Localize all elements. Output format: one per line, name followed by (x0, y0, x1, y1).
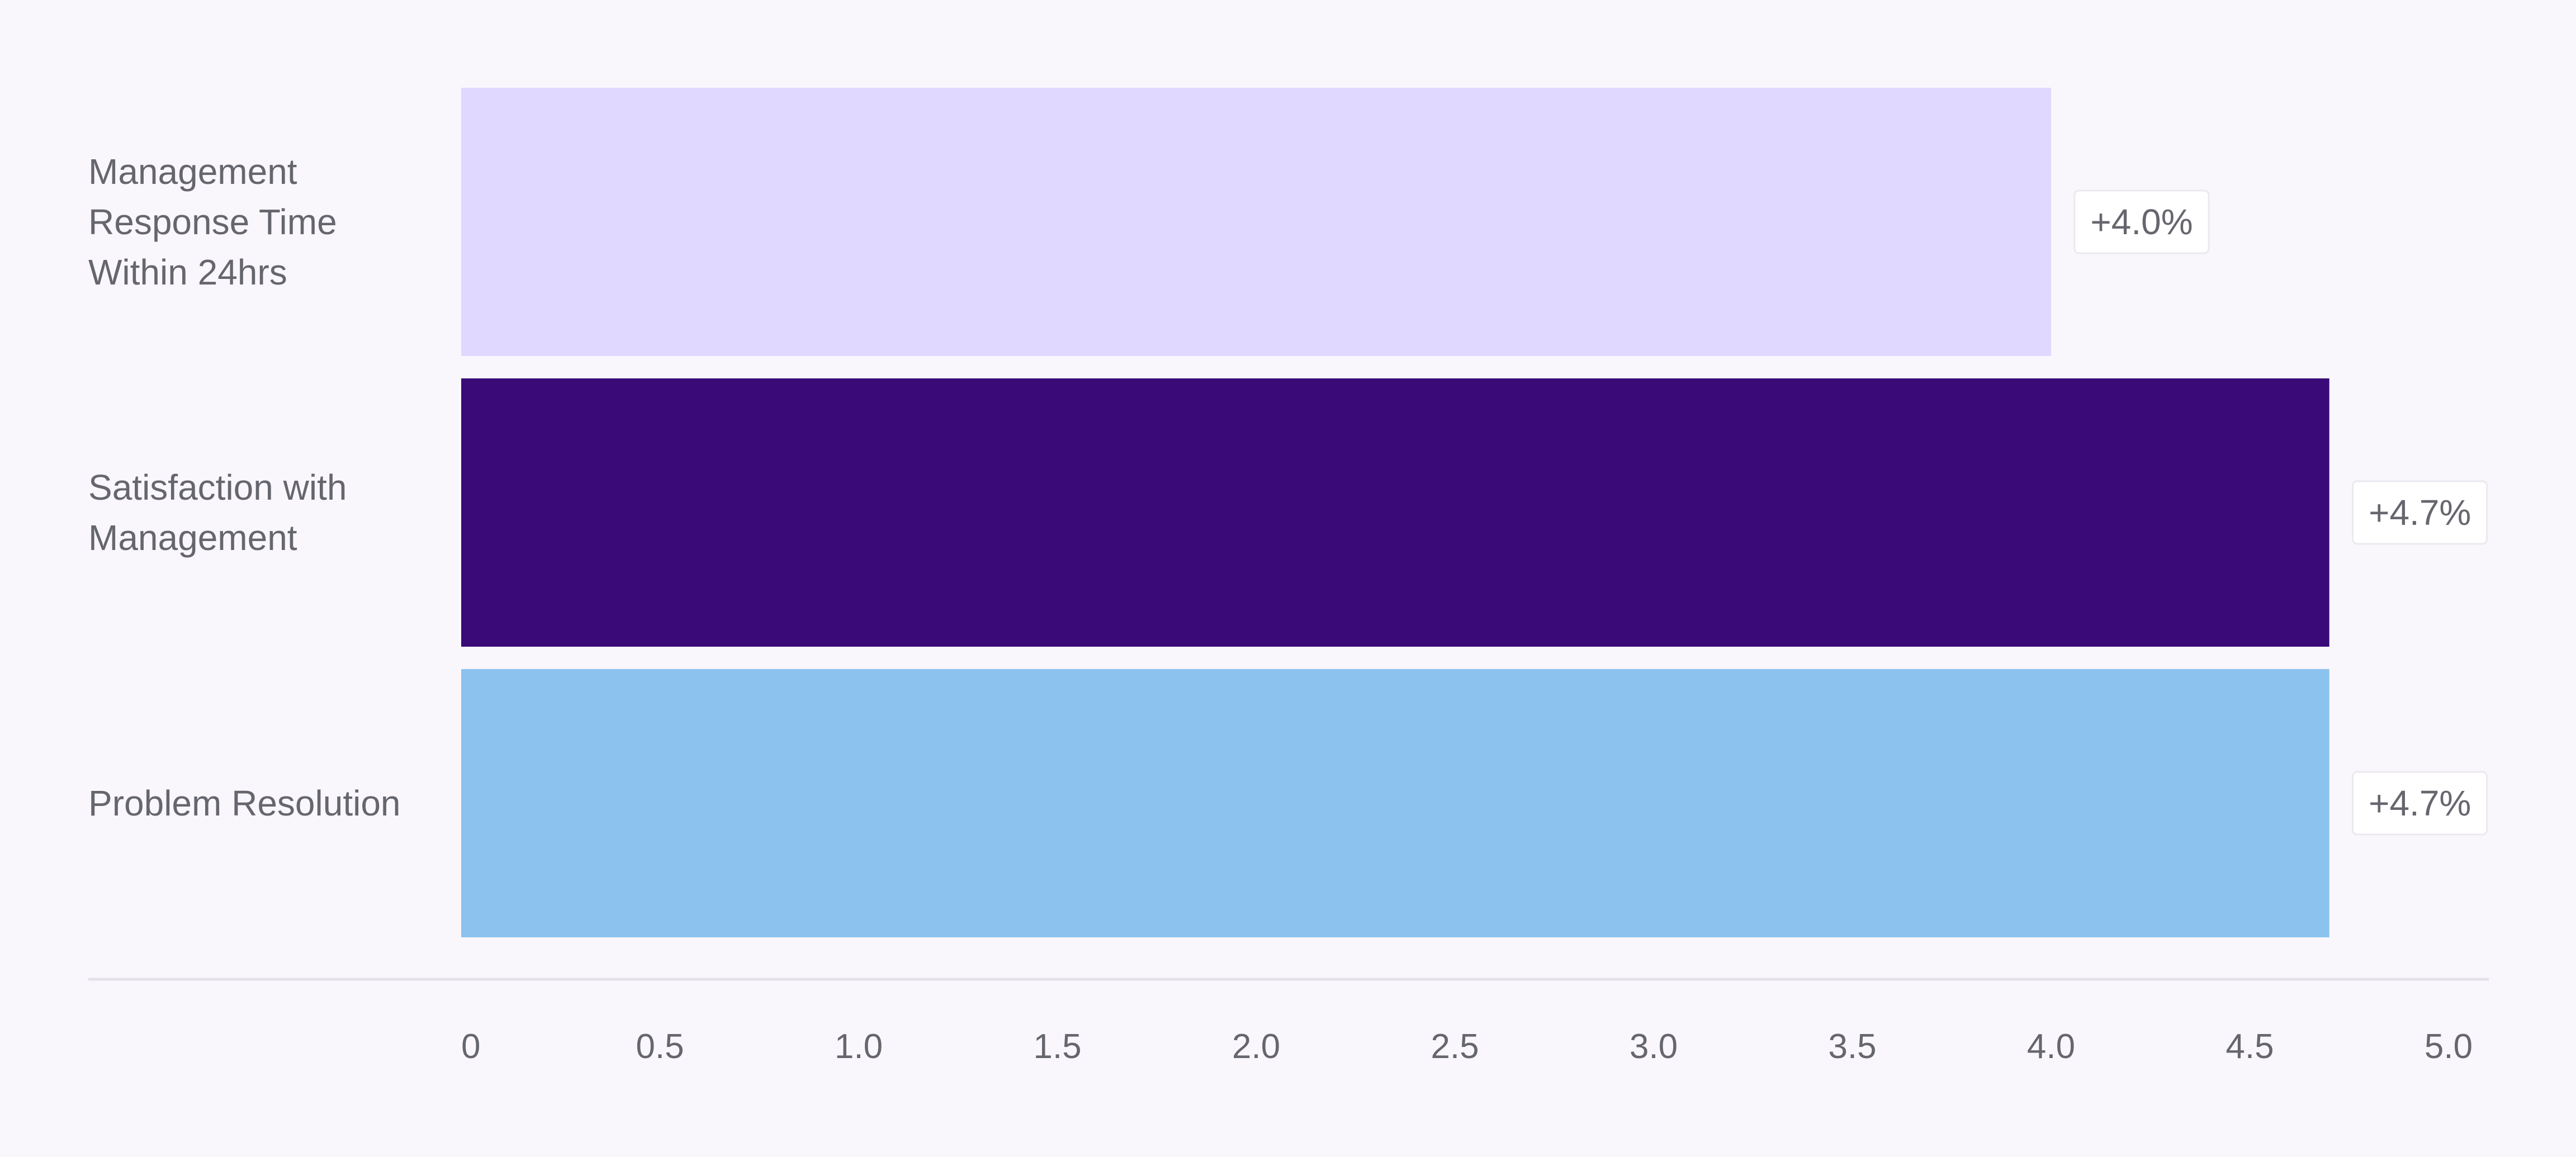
x-tick-label: 4.5 (2225, 1027, 2274, 1066)
x-tick-label: 2.5 (1431, 1027, 1479, 1066)
x-tick-label: 0.5 (636, 1027, 684, 1066)
x-tick-label: 3.5 (1828, 1027, 1876, 1066)
bar-2 (461, 378, 2329, 647)
x-tick-label: 0 (461, 1027, 480, 1066)
x-tick-labels: 0 0.5 1.0 1.5 2.0 2.5 3.0 3.5 4.0 4.5 5.0 (461, 1027, 2473, 1066)
x-tick-label: 5.0 (2425, 1027, 2473, 1066)
data-label-box (2073, 189, 2210, 254)
bars (461, 88, 2329, 937)
data-label-2: +4.7% (2352, 480, 2488, 545)
x-tick-label: 2.0 (1232, 1027, 1280, 1066)
category-label-2: Satisfaction with Management (88, 467, 347, 558)
data-label-text: +4.7% (2369, 783, 2471, 823)
x-tick-label: 3.0 (1630, 1027, 1678, 1066)
data-label-box (2352, 771, 2488, 836)
x-tick-label: 1.0 (835, 1027, 883, 1066)
data-label-box (2352, 480, 2488, 545)
x-tick-label: 4.0 (2027, 1027, 2075, 1066)
data-labels: +4.0% +4.7% +4.7% (2073, 189, 2488, 836)
category-labels: Management Response Time Within 24hrs Satis… (88, 151, 401, 823)
category-label-3: Problem Resolution (88, 783, 401, 823)
x-tick-label: 1.5 (1033, 1027, 1081, 1066)
bar-1 (461, 88, 2051, 356)
category-label-1: Management Response Time Within 24hrs (88, 151, 337, 292)
data-label-3: +4.7% (2352, 771, 2488, 836)
data-label-1: +4.0% (2073, 189, 2210, 254)
data-label-text: +4.7% (2369, 492, 2471, 533)
data-label-text: +4.0% (2090, 202, 2193, 242)
bar-3 (461, 669, 2329, 937)
